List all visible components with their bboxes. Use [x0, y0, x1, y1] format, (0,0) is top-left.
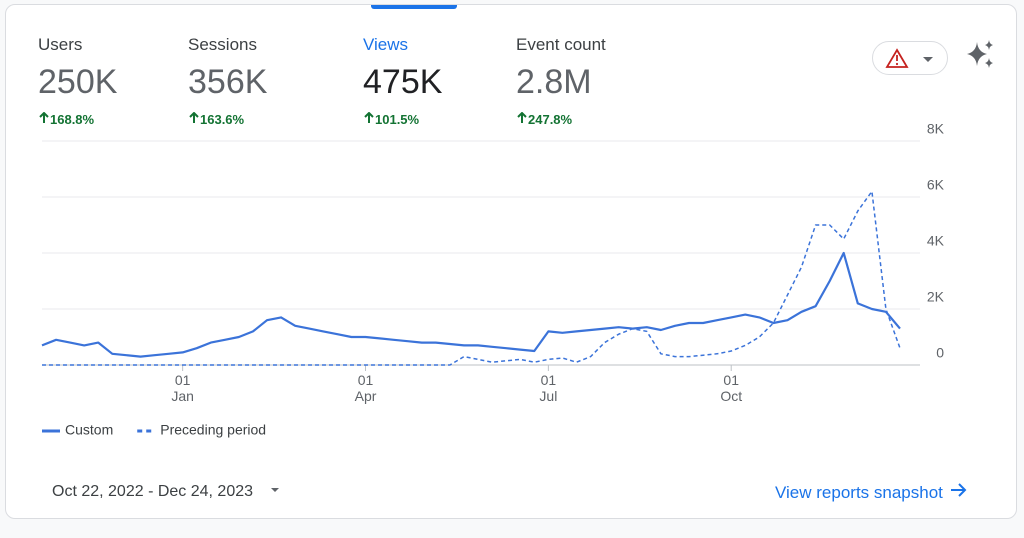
link-text: View reports snapshot: [775, 483, 943, 502]
x-tick-label: 01 Jul: [539, 372, 557, 404]
up-arrow: [189, 111, 199, 123]
metric-value: 356K: [188, 63, 268, 101]
metric-change: 168.8%: [38, 111, 117, 127]
metric-change: 247.8%: [516, 111, 606, 127]
x-tick-label: 01 Jan: [171, 372, 194, 404]
arrow-icon: [950, 483, 967, 497]
view-reports-link[interactable]: View reports snapshot: [775, 482, 973, 503]
metric-label: Views: [363, 35, 409, 54]
metric-tab[interactable]: Users 250K 168.8%: [38, 35, 117, 127]
tab-indicator: [371, 5, 457, 9]
change-value: 163.6%: [200, 112, 245, 127]
y-tick-label: 2K: [927, 289, 945, 305]
legend-label: Custom: [65, 422, 113, 438]
data-line: [42, 190, 901, 366]
change-value: 168.8%: [50, 112, 95, 127]
warning-button[interactable]: [872, 41, 948, 75]
metric-tab[interactable]: Views 475K 101.5%: [363, 35, 442, 127]
up-arrow: [517, 111, 527, 123]
y-tick-label: 6K: [927, 177, 945, 193]
y-tick-label: 4K: [927, 233, 945, 249]
y-tick-label: 0: [936, 345, 944, 361]
metric-label: Users: [38, 35, 83, 54]
metric-change: 163.6%: [188, 111, 267, 127]
up-arrow: [364, 111, 374, 123]
date-range-button[interactable]: Oct 22, 2022 - Dec 24, 2023: [52, 483, 283, 501]
metric-label: Event count: [516, 35, 606, 54]
sparkle-icon[interactable]: [964, 38, 998, 72]
change-value: 247.8%: [528, 112, 573, 127]
x-tick-label: 01 Apr: [355, 372, 377, 404]
metric-label: Sessions: [188, 35, 257, 54]
legend-label: Preceding period: [160, 422, 266, 438]
metric-value: 2.8M: [516, 63, 592, 101]
x-tick-label: 01 Oct: [720, 372, 742, 404]
metric-change: 101.5%: [363, 111, 442, 127]
dropdown-arrow: [271, 488, 280, 492]
metric-value: 250K: [38, 63, 118, 101]
data-line: [41, 251, 901, 358]
metric-value: 475K: [363, 63, 443, 101]
metric-tab[interactable]: Event count 2.8M 247.8%: [516, 35, 606, 127]
change-value: 101.5%: [375, 112, 420, 127]
y-tick-label: 8K: [927, 121, 945, 137]
card: Users 250K 168.8% Sessions 356K 163.6% Views 47…: [5, 4, 1017, 519]
date-range: Oct 22, 2022 - Dec 24, 2023: [52, 483, 254, 500]
warning-icon: [885, 48, 933, 68]
up-arrow: [39, 111, 49, 123]
metric-tab[interactable]: Sessions 356K 163.6%: [188, 35, 267, 127]
